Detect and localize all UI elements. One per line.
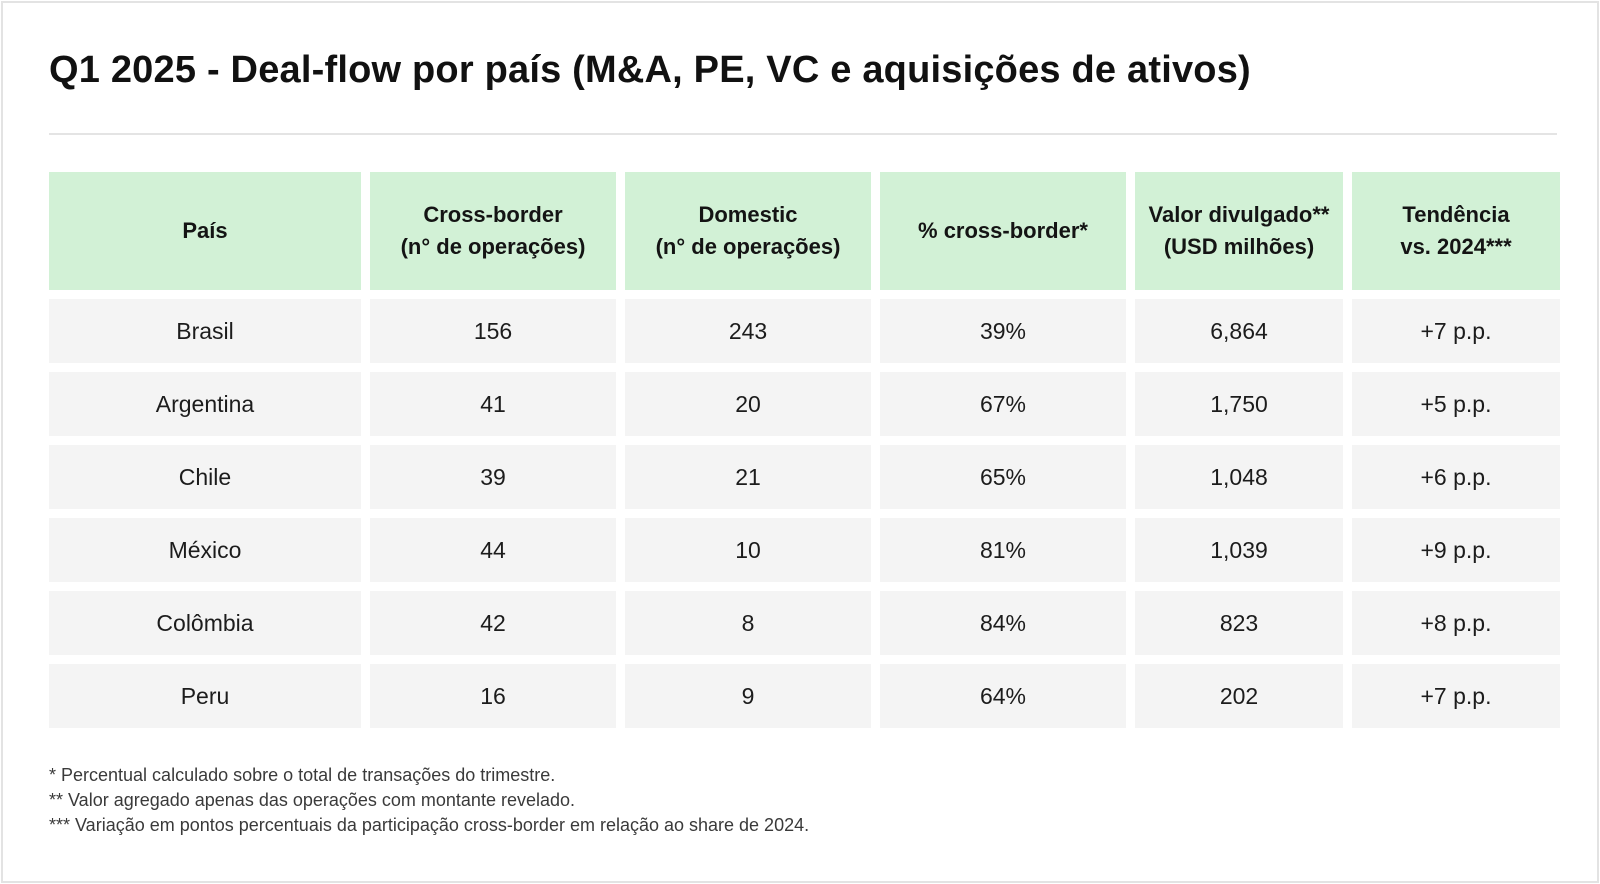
cell-valor-divulgado: 823 [1135,591,1343,655]
cell-cross-border: 156 [370,299,616,363]
cell-domestic: 8 [625,591,871,655]
cell-pais: Peru [49,664,361,728]
cell-domestic: 243 [625,299,871,363]
header-valor-divulgado-line2: (USD milhões) [1163,234,1315,259]
header-domestic-line2: (n° de operações) [655,234,841,259]
cell-pais: Chile [49,445,361,509]
header-pais: País [49,172,361,290]
cell-domestic: 21 [625,445,871,509]
cell-tendencia: +8 p.p. [1352,591,1560,655]
footnote: ** Valor agregado apenas das operações c… [49,790,576,810]
cell-cross-border: 42 [370,591,616,655]
header-tendencia: Tendência vs. 2024*** [1352,172,1560,290]
cell-pais: Colômbia [49,591,361,655]
cell-pct-cross-border: 67% [880,372,1126,436]
cell-tendencia: +7 p.p. [1352,299,1560,363]
cell-tendencia: +6 p.p. [1352,445,1560,509]
header-domestic: Domestic (n° de operações) [625,172,871,290]
cell-domestic: 9 [625,664,871,728]
header-domestic-line1: Domestic [698,202,798,227]
cell-valor-divulgado: 202 [1135,664,1343,728]
cell-pct-cross-border: 81% [880,518,1126,582]
cell-pais: Argentina [49,372,361,436]
cell-pct-cross-border: 65% [880,445,1126,509]
cell-pct-cross-border: 39% [880,299,1126,363]
cell-pct-cross-border: 84% [880,591,1126,655]
cell-cross-border: 44 [370,518,616,582]
header-pct-cross-border-line1: % cross-border* [918,218,1088,243]
cell-cross-border: 41 [370,372,616,436]
header-valor-divulgado: Valor divulgado** (USD milhões) [1135,172,1343,290]
header-pct-cross-border: % cross-border* [880,172,1126,290]
header-pais-line1: País [182,218,228,243]
cell-pct-cross-border: 64% [880,664,1126,728]
footnote: * Percentual calculado sobre o total de … [49,765,556,785]
header-cross-border: Cross-border (n° de operações) [370,172,616,290]
cell-valor-divulgado: 1,048 [1135,445,1343,509]
cell-valor-divulgado: 6,864 [1135,299,1343,363]
cell-tendencia: +9 p.p. [1352,518,1560,582]
cell-pais: México [49,518,361,582]
cell-valor-divulgado: 1,039 [1135,518,1343,582]
header-tendencia-line1: Tendência [1402,202,1510,227]
cell-domestic: 20 [625,372,871,436]
cell-domestic: 10 [625,518,871,582]
cell-pais: Brasil [49,299,361,363]
header-cross-border-line1: Cross-border [423,202,563,227]
footnotes: * Percentual calculado sobre o total de … [49,763,809,838]
page-title: Q1 2025 - Deal-flow por país (M&A, PE, V… [49,49,1251,91]
cell-cross-border: 16 [370,664,616,728]
header-valor-divulgado-line1: Valor divulgado** [1148,202,1330,227]
cell-cross-border: 39 [370,445,616,509]
title-divider [49,133,1557,135]
cell-tendencia: +5 p.p. [1352,372,1560,436]
cell-tendencia: +7 p.p. [1352,664,1560,728]
header-cross-border-line2: (n° de operações) [400,234,586,259]
deal-flow-table: País Cross-border (n° de operações) Dome… [49,172,1560,728]
footnote: *** Variação em pontos percentuais da pa… [49,815,810,835]
cell-valor-divulgado: 1,750 [1135,372,1343,436]
header-tendencia-line2: vs. 2024*** [1400,234,1512,259]
